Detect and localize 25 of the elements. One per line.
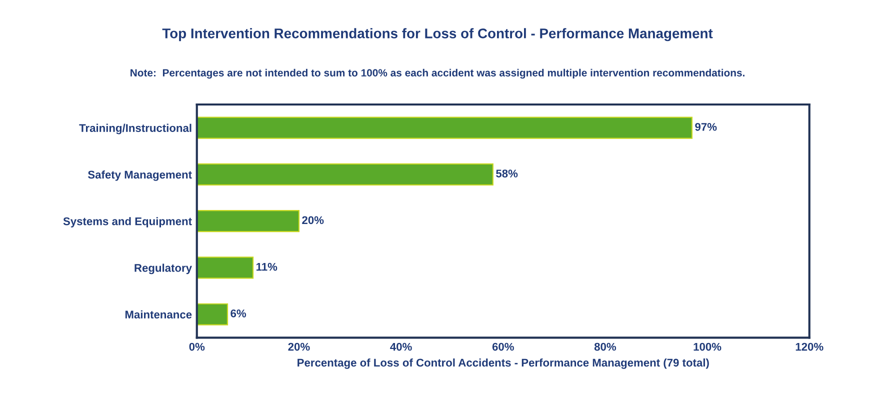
y-tick-label: Safety Management	[88, 170, 192, 181]
data-label: 58%	[496, 170, 518, 178]
data-label: 20%	[302, 216, 324, 224]
x-tick-label: 80%	[594, 342, 616, 351]
chart-title: Top Intervention Recommendations for Loss of Control - Performance Management	[162, 28, 713, 42]
y-tick-label: Training/Instructional	[79, 124, 192, 134]
chart-subtitle: Note: Percentages are not intended to sum to 100% as each accident was assigned multiple intervention recommendations.	[130, 68, 744, 79]
bar	[196, 256, 254, 279]
y-tick-label: Regulatory	[134, 264, 192, 274]
x-tick-label: 40%	[390, 342, 412, 351]
bar	[196, 303, 228, 326]
x-axis-title: Percentage of Loss of Control Accidents - Performance Management (79 total)	[298, 358, 709, 369]
data-label: 97%	[695, 122, 717, 131]
y-tick-label: Systems and Equipment	[63, 217, 192, 228]
bar	[196, 163, 494, 186]
x-tick-label: 20%	[288, 342, 310, 351]
x-tick-label: 0%	[189, 342, 205, 351]
data-label: 6%	[230, 309, 246, 318]
x-tick-label: 100%	[694, 342, 722, 351]
x-tick-label: 60%	[492, 342, 514, 351]
bar	[196, 210, 300, 232]
y-tick-label: Maintenance	[125, 310, 192, 318]
bar	[196, 116, 693, 139]
x-tick-label: 120%	[796, 342, 824, 351]
data-label: 11%	[256, 262, 278, 271]
